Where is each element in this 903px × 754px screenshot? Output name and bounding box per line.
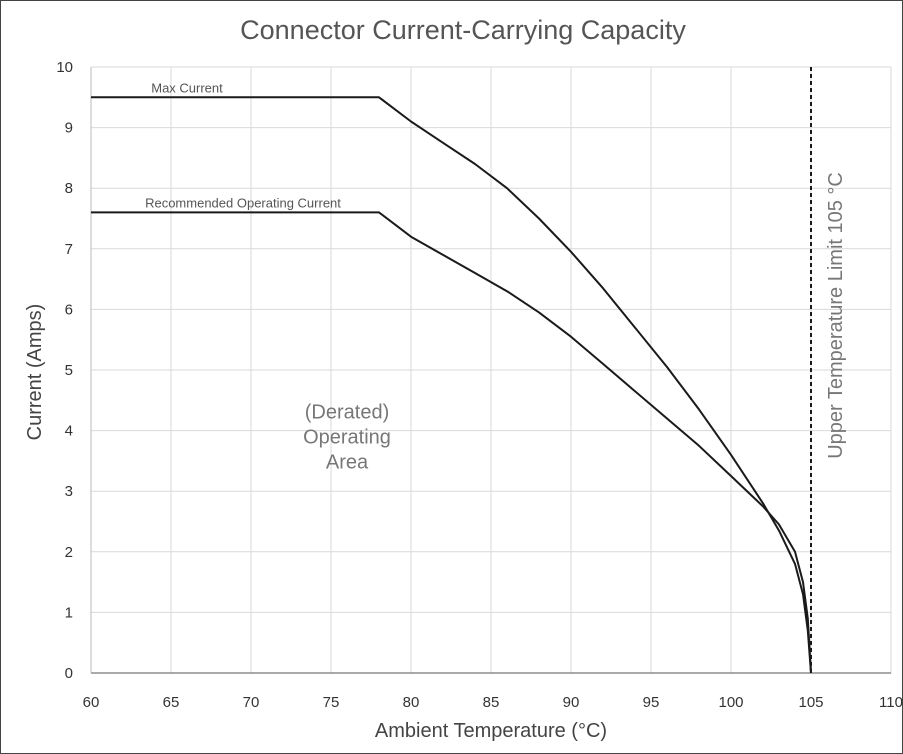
y-tick-label: 8 (65, 180, 73, 197)
operating-area-annotation: Area (326, 452, 369, 474)
x-tick-label: 110 (879, 694, 902, 711)
y-tick-label: 9 (65, 120, 73, 137)
max-current-label: Max Current (151, 80, 223, 95)
y-tick-label: 1 (65, 604, 73, 621)
chart-title: Connector Current-Carrying Capacity (240, 15, 686, 45)
y-tick-label: 7 (65, 241, 73, 258)
recommended-operating-current-label: Recommended Operating Current (145, 195, 341, 210)
y-tick-label: 2 (65, 544, 73, 561)
y-tick-label: 3 (65, 483, 73, 500)
x-tick-label: 65 (163, 694, 180, 711)
operating-area-annotation: (Derated) (305, 402, 389, 424)
x-tick-label: 105 (798, 694, 823, 711)
x-tick-label: 100 (718, 694, 743, 711)
y-tick-label: 4 (65, 423, 73, 440)
x-tick-label: 80 (403, 694, 420, 711)
upper-temperature-limit-label: Upper Temperature Limit 105 °C (825, 172, 847, 459)
y-tick-label: 0 (65, 665, 73, 682)
x-tick-label: 60 (83, 694, 100, 711)
x-axis-title: Ambient Temperature (°C) (375, 720, 607, 742)
x-tick-label: 85 (483, 694, 500, 711)
operating-area-annotation: Operating (303, 427, 391, 449)
y-axis-title: Current (Amps) (24, 304, 46, 441)
y-tick-label: 10 (56, 59, 73, 76)
y-tick-label: 6 (65, 301, 73, 318)
recommended-operating-current-line (91, 211, 812, 674)
axes: 0 1 2 3 4 5 6 7 8 9 10 60 65 70 75 80 85 90 95 100 105 110 (56, 59, 902, 711)
x-tick-label: 70 (243, 694, 260, 711)
y-tick-label: 5 (65, 362, 73, 379)
series-lines (91, 67, 812, 674)
x-tick-label: 75 (323, 694, 340, 711)
grid (90, 66, 892, 674)
x-tick-label: 95 (643, 694, 660, 711)
x-tick-label: 90 (563, 694, 580, 711)
max-current-line (91, 96, 812, 674)
labels: Upper Temperature Limit 105 °C Max Curren… (145, 80, 847, 473)
